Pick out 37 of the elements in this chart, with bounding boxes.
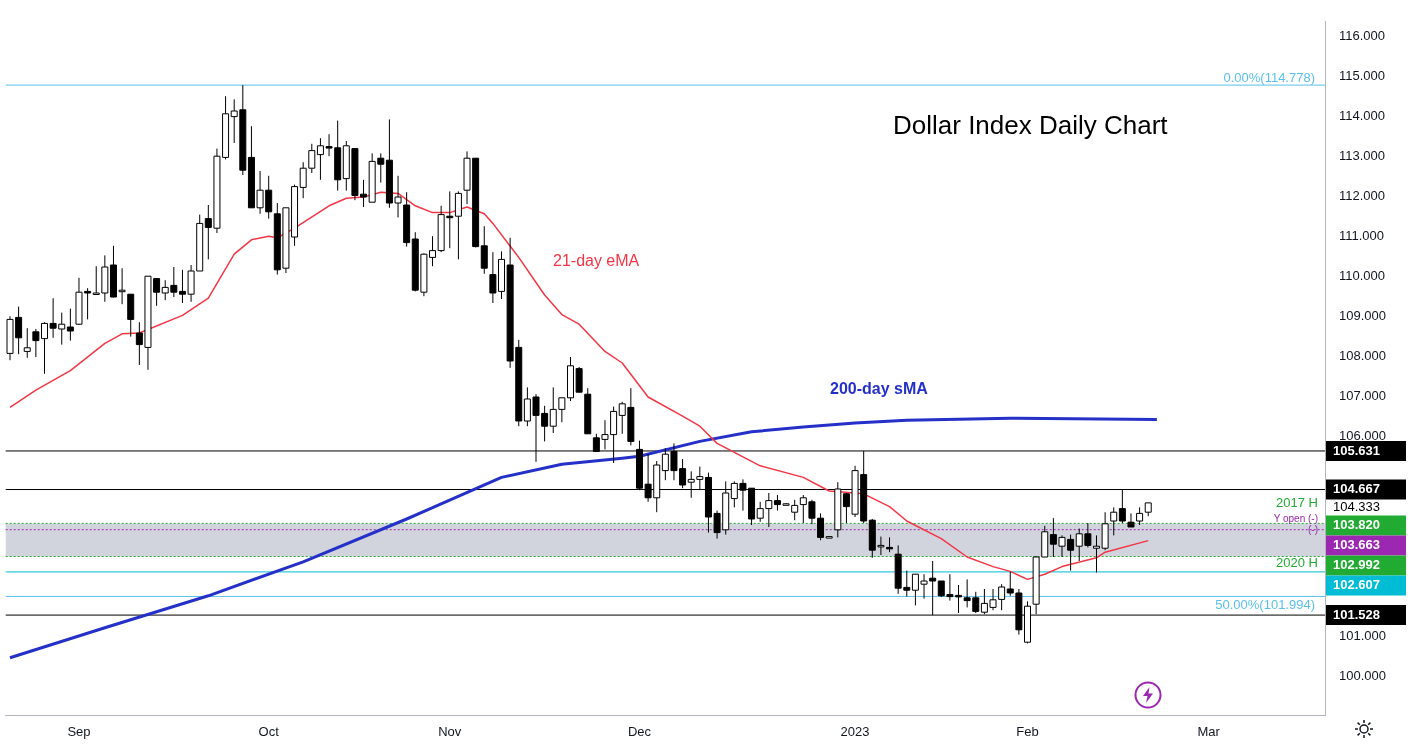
x-tick-label: Oct xyxy=(258,724,280,740)
series-label: 21-day eMA xyxy=(553,252,640,270)
y-tick-label: 116.000 xyxy=(1339,27,1386,43)
annotation: 0.00%(114.778) xyxy=(1223,69,1315,85)
annotation: 50.00%(101.994) xyxy=(1215,596,1315,612)
y-tick-label: 108.000 xyxy=(1339,347,1386,363)
y-tick-label: 101.000 xyxy=(1339,627,1386,643)
y-tick-label: 115.000 xyxy=(1339,67,1386,83)
y-tick-label: 112.000 xyxy=(1339,187,1386,203)
annotation: 2017 H xyxy=(1276,494,1318,510)
ref-line-label: 101.528 xyxy=(1333,606,1380,622)
ref-line-label: 103.663 xyxy=(1333,537,1380,553)
y-tick-label: 109.000 xyxy=(1339,307,1386,323)
x-tick-label: Feb xyxy=(1016,724,1039,740)
y-tick-label: 107.000 xyxy=(1339,387,1386,403)
annotation: Y open (-) xyxy=(1273,512,1318,524)
x-tick-label: 2023 xyxy=(840,724,870,740)
y-tick-label: 113.000 xyxy=(1339,147,1386,163)
y-tick-label: 106.000 xyxy=(1339,427,1386,443)
x-tick-label: Mar xyxy=(1197,724,1221,740)
annotation: 2020 H xyxy=(1276,554,1318,570)
ref-line-label: 104.667 xyxy=(1333,481,1380,497)
y-tick-label: 100.000 xyxy=(1339,667,1386,683)
text: 104.333 xyxy=(1333,499,1380,515)
ref-line-label: 102.992 xyxy=(1333,557,1380,573)
ref-line-label: 102.607 xyxy=(1333,577,1380,593)
x-tick-label: Sep xyxy=(67,724,91,740)
x-tick-label: Dec xyxy=(627,724,652,740)
text: Dollar Index Daily Chart xyxy=(893,110,1169,141)
series-label: 200-day sMA xyxy=(830,380,929,398)
x-tick-label: Nov xyxy=(438,724,462,740)
y-tick-label: 111.000 xyxy=(1339,227,1385,243)
ref-line-label: 103.820 xyxy=(1333,517,1380,533)
y-tick-label: 114.000 xyxy=(1339,107,1386,123)
annotation: (-) xyxy=(1308,523,1318,535)
y-tick-label: 110.000 xyxy=(1339,267,1386,283)
ref-line-label: 105.631 xyxy=(1333,442,1380,458)
